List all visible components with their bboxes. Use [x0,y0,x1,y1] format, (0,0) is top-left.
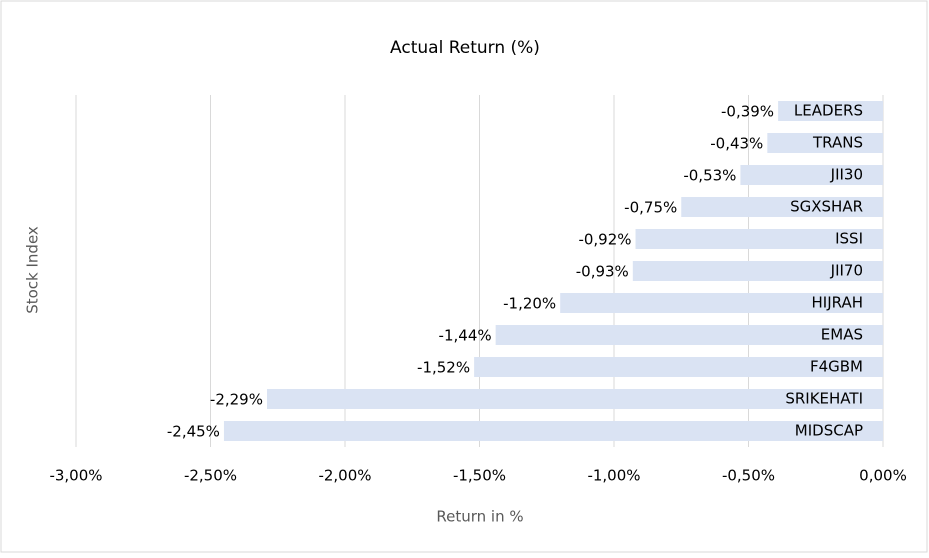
bar [495,325,883,345]
bar [266,389,883,409]
value-label: -0,39% [721,103,774,121]
x-tick-label: -2,50% [184,467,237,485]
value-label: -2,45% [167,423,220,441]
category-label: MIDSCAP [795,422,863,440]
value-label: -1,44% [439,327,492,345]
y-axis-title: Stock Index [24,226,42,314]
category-label: EMAS [821,326,863,344]
chart-title: Actual Return (%) [390,38,540,58]
bar [632,261,883,281]
value-label: -0,53% [683,167,736,185]
value-label: -0,43% [710,135,763,153]
category-label: ISSI [835,230,863,248]
x-tick-label: -0,50% [722,467,775,485]
bar [223,421,883,441]
bar [778,101,883,121]
x-tick-label: -1,00% [587,467,640,485]
category-label: JII70 [830,262,863,280]
bar [767,133,883,153]
x-tick-label: -1,50% [453,467,506,485]
category-label: HIJRAH [812,294,863,312]
x-axis-title: Return in % [436,508,523,526]
bar [474,357,883,377]
value-label: -0,93% [576,263,629,281]
bar [740,165,883,185]
x-tick-label: -3,00% [49,467,102,485]
bar [560,293,883,313]
bar [635,229,883,249]
value-label: -2,29% [210,391,263,409]
value-label: -0,75% [624,199,677,217]
category-label: JII30 [830,166,863,184]
bar [681,197,883,217]
x-tick-label: -2,00% [318,467,371,485]
value-label: -1,20% [503,295,556,313]
category-label: SGXSHAR [790,198,863,216]
category-label: F4GBM [810,358,863,376]
x-tick-label: 0,00% [859,467,907,485]
category-label: LEADERS [794,102,863,120]
category-label: SRIKEHATI [785,390,863,408]
value-label: -1,52% [417,359,470,377]
category-label: TRANS [812,134,863,152]
value-label: -0,92% [578,231,631,249]
